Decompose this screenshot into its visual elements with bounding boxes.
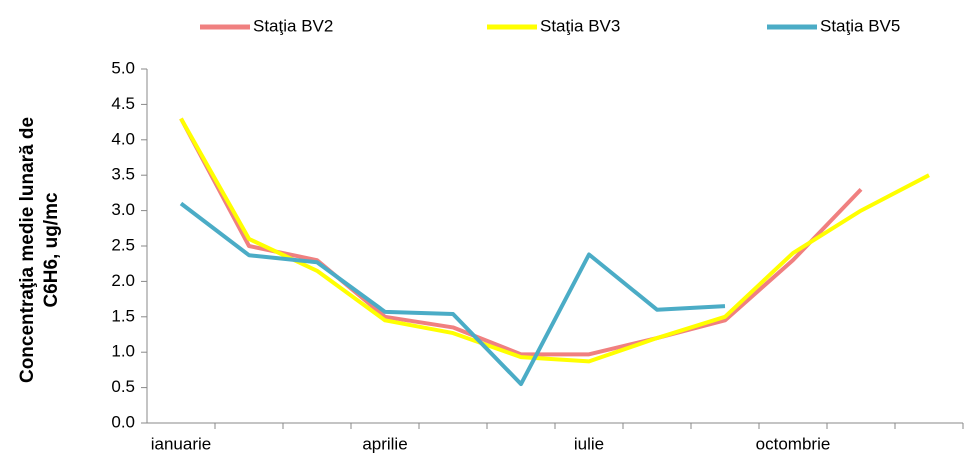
series-line — [179, 117, 930, 364]
y-tick-label: 1.0 — [111, 342, 135, 361]
legend-label: Staţia BV3 — [540, 16, 620, 35]
y-tick-label: 0.0 — [111, 412, 135, 431]
legend-label: Staţia BV5 — [820, 16, 900, 35]
y-tick-label: 3.0 — [111, 200, 135, 219]
x-tick-label: octombrie — [756, 434, 831, 453]
y-tick-label: 4.0 — [111, 129, 135, 148]
y-tick-label: 5.0 — [111, 58, 135, 77]
x-tick-label: ianuarie — [151, 434, 212, 453]
series-line — [179, 201, 726, 387]
x-tick-label: aprilie — [362, 434, 407, 453]
y-tick-label: 2.5 — [111, 235, 135, 254]
x-tick-label: iulie — [574, 434, 604, 453]
y-tick-label: 4.5 — [111, 94, 135, 113]
legend-label: Staţia BV2 — [253, 16, 333, 35]
y-label-line: Concentraţia medie lunară de — [17, 117, 38, 383]
y-axis-label: Concentraţia medie lunară de C6H6, ug/mc — [17, 117, 62, 383]
y-tick-label: 0.5 — [111, 377, 135, 396]
y-tick-label: 2.0 — [111, 271, 135, 290]
series-line — [179, 117, 863, 357]
y-tick-label: 1.5 — [111, 306, 135, 325]
y-label-line: C6H6, ug/mc — [41, 192, 62, 308]
y-tick-label: 3.5 — [111, 165, 135, 184]
